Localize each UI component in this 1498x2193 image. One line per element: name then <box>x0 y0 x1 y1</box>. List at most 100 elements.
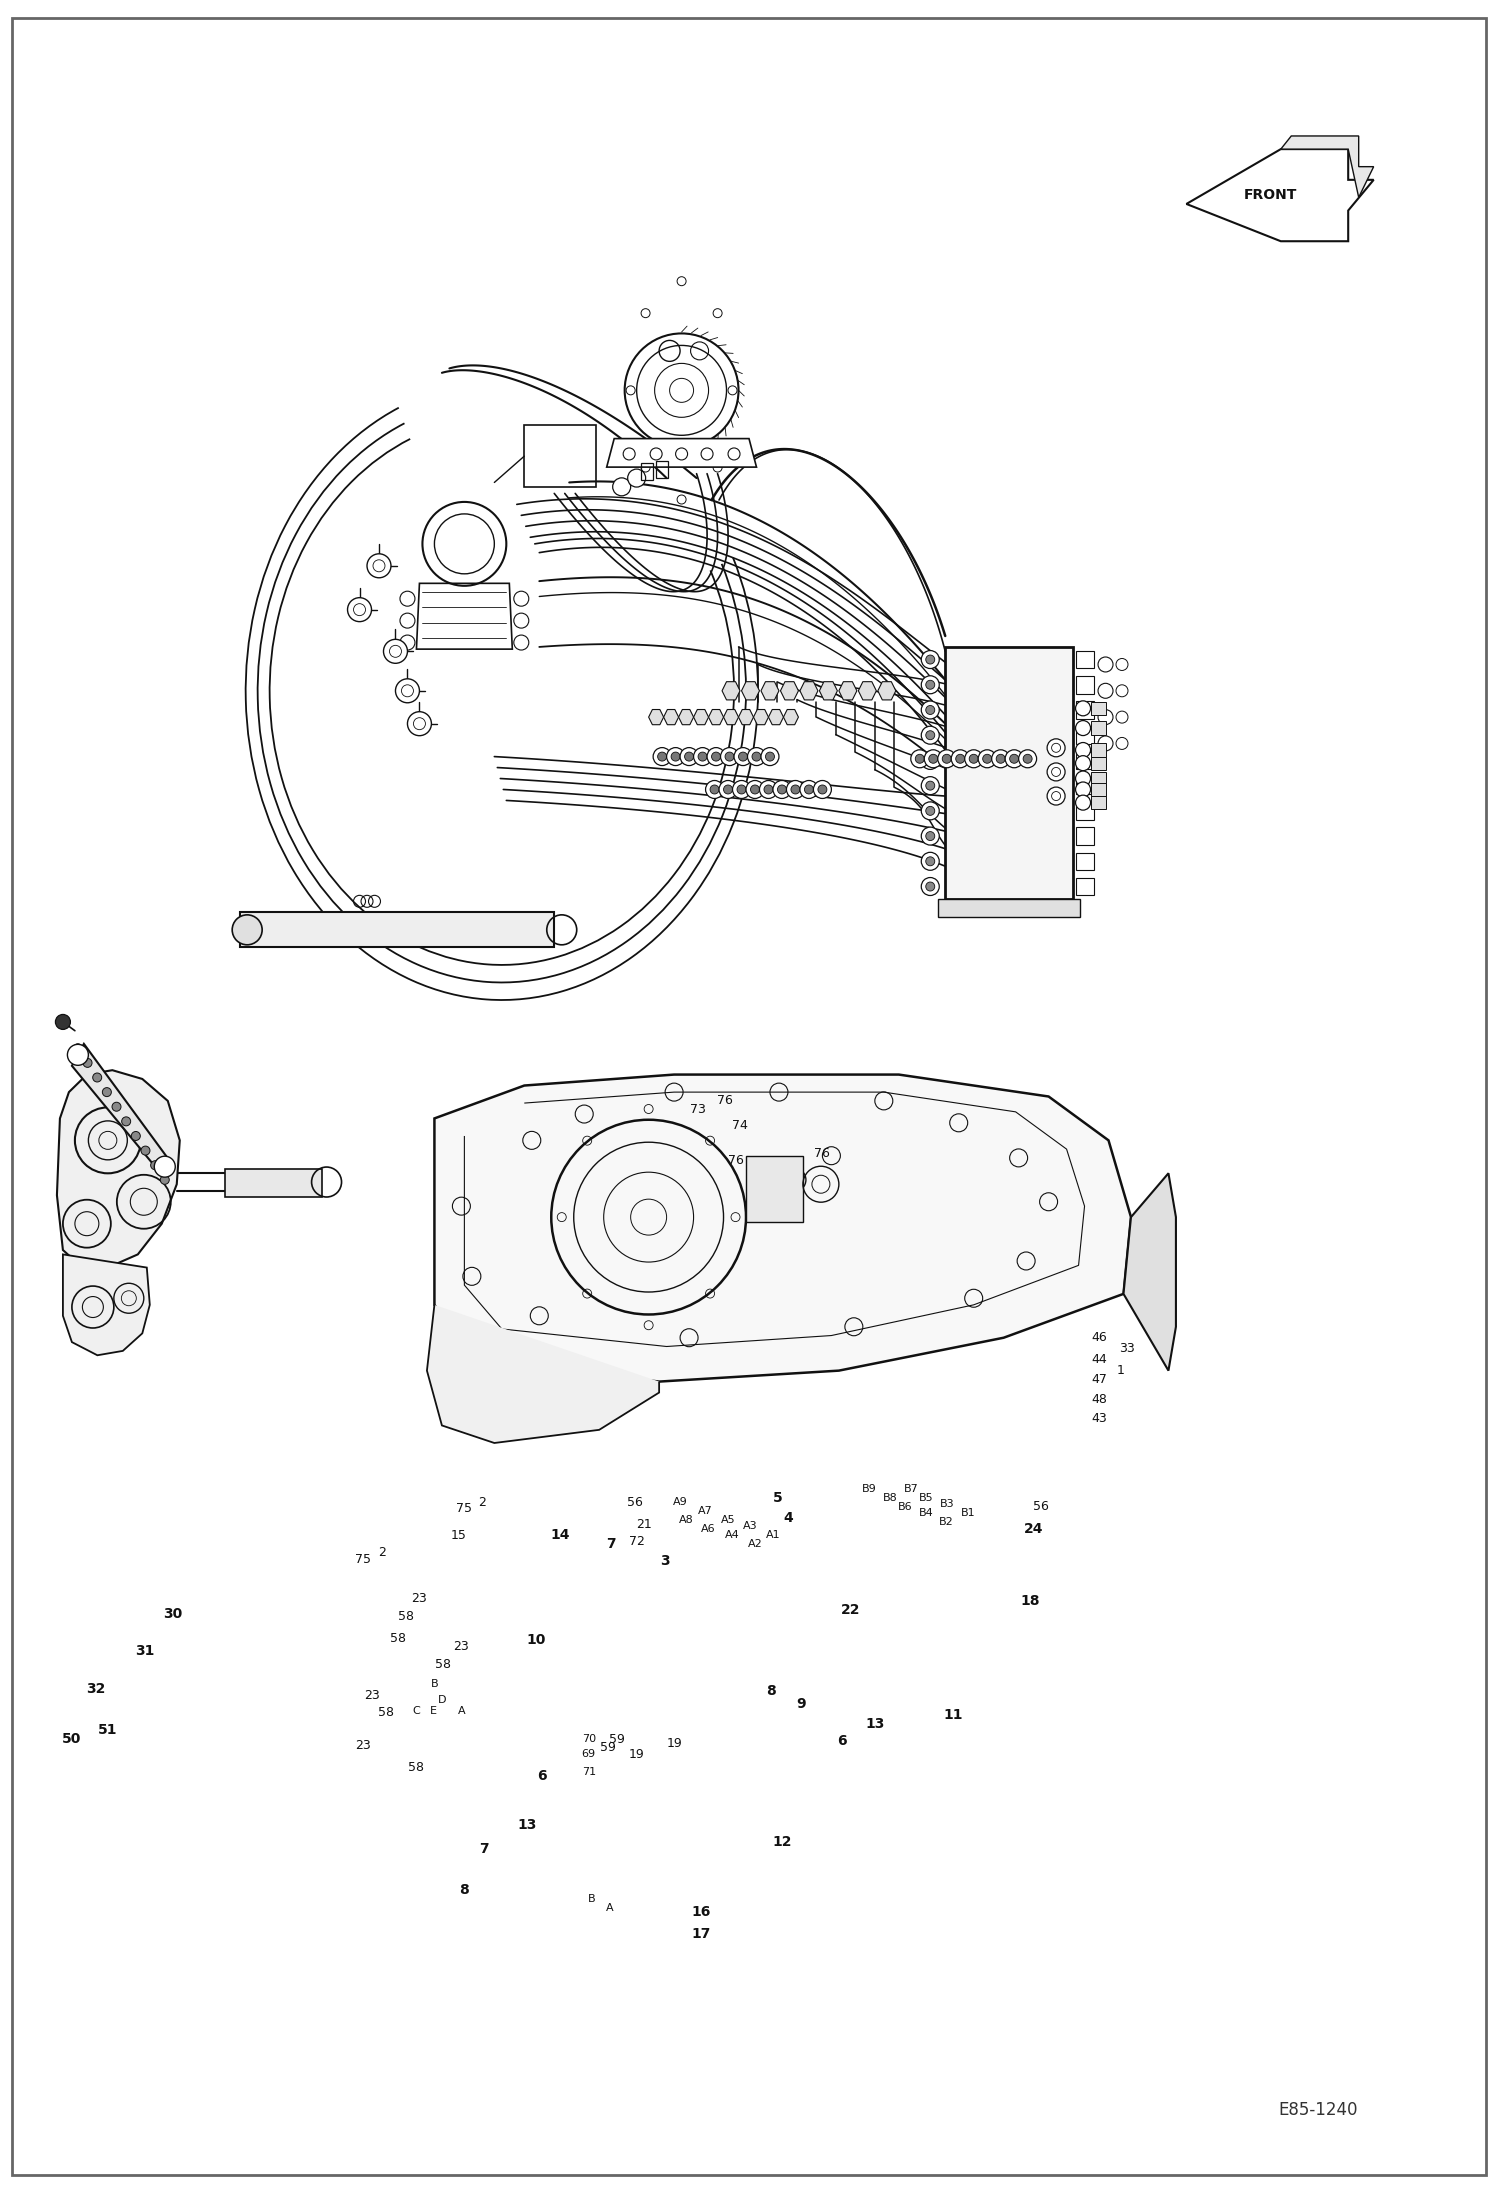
Text: 6: 6 <box>538 1770 547 1783</box>
Circle shape <box>983 754 992 763</box>
Circle shape <box>721 748 739 765</box>
Text: 13: 13 <box>518 1818 536 1831</box>
Text: A7: A7 <box>698 1507 713 1515</box>
Text: B7: B7 <box>903 1485 918 1493</box>
Bar <box>1091 757 1106 770</box>
Circle shape <box>1023 754 1032 763</box>
Polygon shape <box>57 1070 180 1268</box>
Bar <box>1091 783 1106 796</box>
Bar <box>1076 776 1094 794</box>
Polygon shape <box>72 1044 171 1171</box>
Circle shape <box>926 706 935 715</box>
Text: 43: 43 <box>1092 1412 1107 1425</box>
Circle shape <box>942 754 951 763</box>
Circle shape <box>924 750 942 768</box>
Circle shape <box>761 748 779 765</box>
Circle shape <box>67 1044 88 1066</box>
Polygon shape <box>434 1075 1131 1382</box>
Polygon shape <box>679 711 694 724</box>
Circle shape <box>926 831 935 840</box>
Text: 23: 23 <box>364 1689 379 1702</box>
Text: 71: 71 <box>581 1768 596 1776</box>
Text: B: B <box>430 1680 439 1689</box>
Text: A6: A6 <box>701 1524 716 1533</box>
Text: B: B <box>587 1895 596 1904</box>
Text: B1: B1 <box>960 1509 975 1518</box>
Circle shape <box>813 781 831 798</box>
Text: 7: 7 <box>607 1537 616 1550</box>
Polygon shape <box>768 711 783 724</box>
Circle shape <box>82 1059 91 1068</box>
Circle shape <box>926 757 935 765</box>
Circle shape <box>965 750 983 768</box>
Text: 24: 24 <box>1023 1522 1044 1535</box>
Polygon shape <box>664 711 679 724</box>
Circle shape <box>719 781 737 798</box>
Circle shape <box>921 827 939 844</box>
Circle shape <box>926 882 935 890</box>
Circle shape <box>73 1044 82 1053</box>
Circle shape <box>818 785 827 794</box>
Polygon shape <box>1186 149 1374 241</box>
Polygon shape <box>649 711 664 724</box>
Text: 5: 5 <box>773 1491 782 1504</box>
Circle shape <box>951 750 969 768</box>
Text: B2: B2 <box>939 1518 954 1526</box>
Circle shape <box>712 752 721 761</box>
Polygon shape <box>607 439 756 467</box>
Circle shape <box>926 680 935 689</box>
Text: A9: A9 <box>673 1498 688 1507</box>
Circle shape <box>694 748 712 765</box>
Text: 22: 22 <box>840 1603 861 1616</box>
Circle shape <box>395 680 419 702</box>
Circle shape <box>132 1132 141 1140</box>
Circle shape <box>926 781 935 789</box>
Text: 44: 44 <box>1092 1353 1107 1366</box>
Polygon shape <box>427 1305 659 1443</box>
Text: A: A <box>457 1706 466 1715</box>
Text: B8: B8 <box>882 1493 897 1502</box>
Bar <box>945 647 1073 899</box>
Circle shape <box>707 748 725 765</box>
Circle shape <box>151 1160 160 1169</box>
Text: 23: 23 <box>412 1592 427 1605</box>
Circle shape <box>1098 658 1113 671</box>
Text: E: E <box>430 1706 436 1715</box>
Circle shape <box>921 803 939 820</box>
Text: 8: 8 <box>767 1684 776 1697</box>
Circle shape <box>667 748 685 765</box>
Circle shape <box>759 781 777 798</box>
Bar <box>1076 853 1094 871</box>
Circle shape <box>112 1103 121 1112</box>
Circle shape <box>658 752 667 761</box>
Polygon shape <box>1124 1173 1176 1371</box>
Circle shape <box>804 785 813 794</box>
Circle shape <box>724 785 733 794</box>
Text: 32: 32 <box>87 1682 105 1695</box>
Text: 59: 59 <box>610 1732 625 1746</box>
Text: 23: 23 <box>454 1640 469 1654</box>
Text: 9: 9 <box>797 1697 806 1711</box>
Text: 75: 75 <box>355 1553 370 1566</box>
Circle shape <box>733 781 750 798</box>
Bar <box>1076 752 1094 770</box>
Text: 46: 46 <box>1092 1331 1107 1344</box>
Circle shape <box>160 1175 169 1184</box>
Polygon shape <box>724 711 739 724</box>
Circle shape <box>232 914 262 945</box>
Bar <box>746 1156 803 1222</box>
Text: 76: 76 <box>815 1147 830 1160</box>
Circle shape <box>956 754 965 763</box>
Text: 33: 33 <box>1119 1342 1134 1355</box>
Circle shape <box>653 748 671 765</box>
Bar <box>1091 743 1106 757</box>
Text: 2: 2 <box>377 1546 386 1559</box>
Circle shape <box>734 748 752 765</box>
Text: 3: 3 <box>661 1555 670 1568</box>
Bar <box>641 463 653 480</box>
Text: 19: 19 <box>667 1737 682 1750</box>
Circle shape <box>1098 684 1113 697</box>
Text: 48: 48 <box>1092 1393 1107 1406</box>
Circle shape <box>407 713 431 735</box>
Text: B6: B6 <box>897 1502 912 1511</box>
